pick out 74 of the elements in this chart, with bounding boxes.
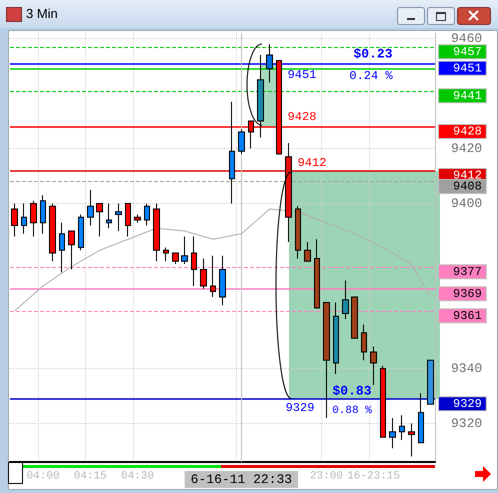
candlestick bbox=[181, 236, 188, 264]
candlestick bbox=[266, 44, 273, 83]
x-tick-label: 04:15 bbox=[74, 470, 107, 482]
candlestick bbox=[257, 54, 264, 138]
candlestick bbox=[134, 214, 141, 224]
candlestick bbox=[399, 414, 405, 440]
candlestick bbox=[87, 189, 94, 226]
candlestick bbox=[59, 222, 65, 273]
x-tick-label: 23:00 bbox=[310, 470, 343, 482]
candlestick bbox=[49, 203, 56, 262]
y-tick-label: 9400 bbox=[451, 196, 482, 211]
candlestick bbox=[172, 252, 179, 264]
candlestick bbox=[153, 203, 160, 262]
candlestick bbox=[285, 142, 292, 242]
candlestick bbox=[380, 365, 386, 438]
y-tick-label: 9460 bbox=[451, 31, 482, 46]
annotation: 0.88 % bbox=[332, 405, 372, 417]
y-tick-label: 9420 bbox=[451, 141, 482, 156]
candlestick bbox=[333, 302, 339, 374]
x-tick-label: 04:00 bbox=[26, 470, 60, 482]
annotation: 9329 bbox=[286, 400, 314, 415]
candlestick bbox=[342, 280, 349, 320]
ref-line-label: 9408 bbox=[453, 180, 482, 194]
ref-line-label: 9377 bbox=[453, 264, 482, 279]
candlestick bbox=[210, 255, 216, 298]
candlestick bbox=[361, 324, 367, 361]
candlestick bbox=[200, 258, 207, 290]
candlestick bbox=[408, 423, 415, 457]
candlestick bbox=[418, 392, 424, 444]
candlestick bbox=[427, 360, 434, 405]
candlestick bbox=[144, 203, 150, 226]
annotation: 0.24 % bbox=[349, 69, 393, 83]
candlestick bbox=[163, 247, 169, 262]
ref-line-label: 9451 bbox=[453, 61, 482, 76]
ref-line-label: 9329 bbox=[453, 396, 482, 411]
candlestick bbox=[304, 242, 311, 262]
candlestick bbox=[125, 203, 131, 237]
y-tick-label: 9320 bbox=[451, 416, 482, 431]
candlestick bbox=[21, 203, 27, 234]
candlestick bbox=[96, 203, 103, 237]
ref-line-label: 9457 bbox=[453, 44, 482, 59]
x-tick-label: 04:30 bbox=[120, 470, 154, 482]
x-tick-label: 6-16-11 22:33 bbox=[190, 472, 292, 487]
annotation: $0.83 bbox=[332, 384, 372, 398]
candlestick bbox=[351, 296, 358, 339]
ref-line-label: 9412 bbox=[453, 168, 482, 182]
ref-line-label: 9369 bbox=[453, 286, 482, 301]
candlestick bbox=[191, 236, 197, 286]
line-series bbox=[14, 208, 431, 312]
candlestick bbox=[115, 203, 122, 232]
annotation: 9412 bbox=[298, 156, 326, 170]
y-tick-label: 9340 bbox=[451, 361, 482, 376]
candlestick bbox=[78, 214, 84, 251]
candlestick bbox=[314, 238, 320, 308]
candlestick bbox=[323, 302, 330, 418]
x-tick-label: 16-23:15 bbox=[347, 470, 400, 482]
annotation: 9451 bbox=[288, 68, 316, 82]
ref-line-label: 9361 bbox=[453, 308, 482, 323]
candlestick bbox=[219, 255, 226, 306]
candlestick bbox=[11, 203, 18, 237]
candlestick bbox=[238, 128, 245, 154]
candlestick bbox=[106, 203, 112, 229]
annotation: 9428 bbox=[288, 110, 316, 124]
candlestick bbox=[40, 194, 46, 234]
candlestick bbox=[295, 206, 301, 259]
candlestick bbox=[30, 200, 37, 237]
candlestick bbox=[68, 230, 75, 270]
chart-title: 3 Min bbox=[26, 6, 58, 21]
ref-line-label: 9428 bbox=[453, 124, 482, 138]
annotation: $0.23 bbox=[353, 46, 393, 62]
candlestick bbox=[229, 101, 235, 204]
ref-line-label: 9441 bbox=[453, 88, 482, 103]
candlestick bbox=[370, 346, 377, 386]
candlestick bbox=[389, 418, 396, 449]
